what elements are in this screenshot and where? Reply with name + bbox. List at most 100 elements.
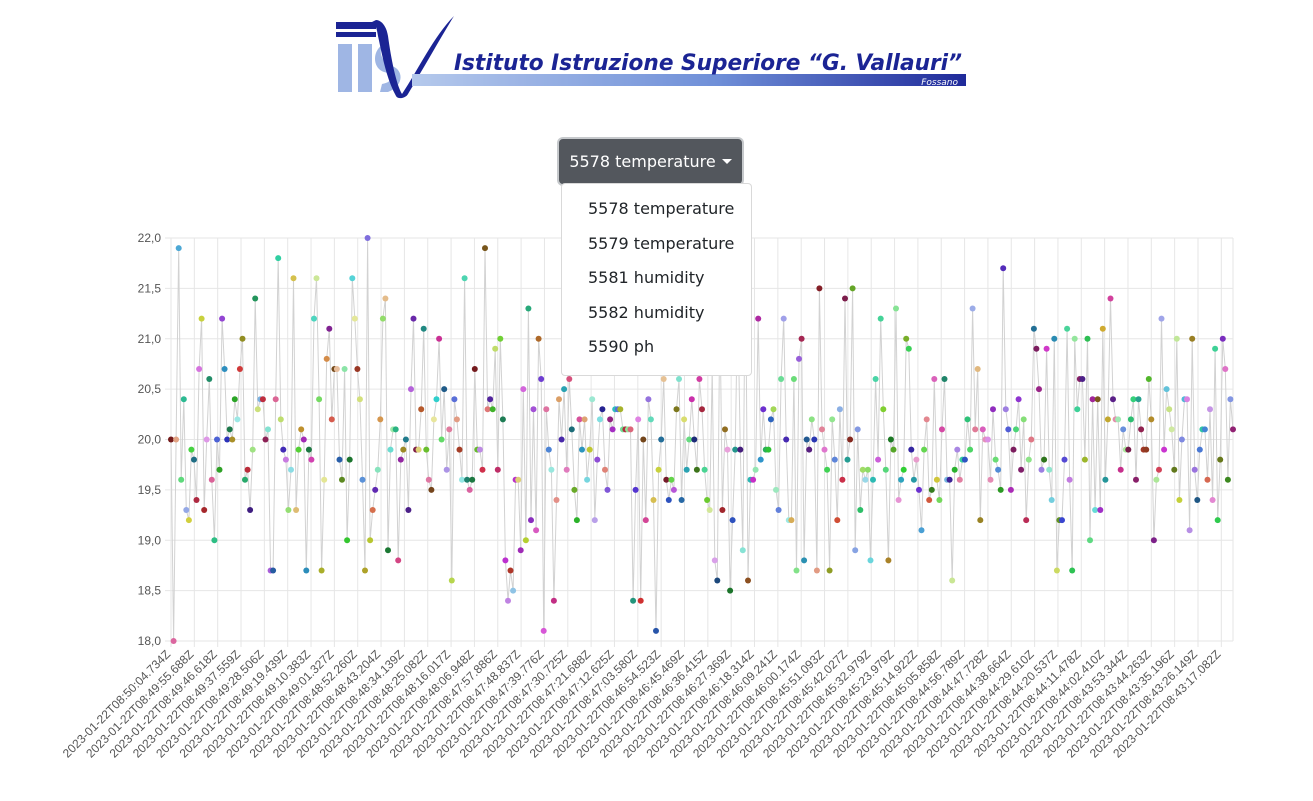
data-point[interactable] [1214,517,1221,524]
data-point[interactable] [647,416,654,423]
data-point[interactable] [864,466,871,473]
data-point[interactable] [402,436,409,443]
data-point[interactable] [1173,335,1180,342]
data-point[interactable] [979,426,986,433]
data-point[interactable] [553,497,560,503]
data-point[interactable] [594,456,601,463]
data-point[interactable] [811,436,818,443]
data-point[interactable] [714,577,721,584]
data-point[interactable] [229,436,236,443]
data-point[interactable] [326,325,333,332]
data-point[interactable] [821,446,828,453]
data-point[interactable] [627,426,634,433]
data-point[interactable] [632,486,639,493]
data-point[interactable] [926,497,933,503]
data-point[interactable] [1084,335,1091,342]
data-point[interactable] [783,436,790,443]
data-point[interactable] [931,376,938,382]
data-point[interactable] [739,547,746,554]
data-point[interactable] [303,567,310,574]
data-point[interactable] [1079,376,1086,382]
data-point[interactable] [451,396,458,403]
data-point[interactable] [893,305,899,312]
data-point[interactable] [344,537,351,544]
data-point[interactable] [328,416,335,423]
data-point[interactable] [1158,315,1165,322]
data-point[interactable] [1156,466,1162,473]
data-point[interactable] [941,376,948,382]
data-point[interactable] [936,497,943,503]
data-point[interactable] [354,366,361,372]
dropdown-item-5578-temperature[interactable]: 5578 temperature [588,199,735,218]
data-point[interactable] [469,476,476,483]
data-point[interactable] [254,406,261,413]
data-point[interactable] [793,567,800,574]
data-point[interactable] [226,426,233,433]
data-point[interactable] [967,446,974,453]
data-point[interactable] [505,597,511,604]
data-point[interactable] [808,416,815,423]
data-point[interactable] [778,376,785,382]
data-point[interactable] [494,466,501,473]
data-point[interactable] [561,386,568,393]
data-point[interactable] [183,507,190,513]
data-point[interactable] [566,376,573,382]
data-point[interactable] [356,396,363,403]
data-point[interactable] [305,446,312,453]
data-point[interactable] [234,416,241,423]
data-point[interactable] [640,436,647,443]
data-point[interactable] [1145,376,1152,382]
data-point[interactable] [1224,476,1231,483]
data-point[interactable] [658,436,665,443]
data-point[interactable] [1219,335,1226,342]
data-point[interactable] [642,517,649,524]
data-point[interactable] [579,446,585,453]
data-point[interactable] [696,376,703,382]
data-point[interactable] [1166,406,1173,413]
data-point[interactable] [890,446,897,453]
data-point[interactable] [280,446,287,453]
data-point[interactable] [796,355,802,362]
data-point[interactable] [813,567,820,574]
data-point[interactable] [1023,517,1030,524]
data-point[interactable] [1204,476,1211,483]
data-point[interactable] [1081,456,1088,463]
data-point[interactable] [239,335,246,342]
data-point[interactable] [1087,537,1093,544]
data-point[interactable] [341,366,348,372]
data-point[interactable] [1115,416,1122,423]
data-point[interactable] [515,476,522,483]
data-point[interactable] [665,497,672,503]
data-point[interactable] [244,466,251,473]
data-point[interactable] [318,567,325,574]
data-point[interactable] [471,366,478,372]
data-point[interactable] [489,406,496,413]
data-point[interactable] [765,446,772,453]
data-point[interactable] [617,406,624,413]
data-point[interactable] [543,406,550,413]
data-point[interactable] [788,517,795,524]
data-point[interactable] [464,476,471,483]
data-point[interactable] [867,557,874,564]
data-point[interactable] [1117,466,1124,473]
data-point[interactable] [339,476,345,483]
data-point[interactable] [602,466,608,473]
data-point[interactable] [476,446,483,453]
data-point[interactable] [910,476,917,483]
data-point[interactable] [984,436,991,443]
data-point[interactable] [1071,335,1078,342]
data-point[interactable] [308,456,315,463]
data-point[interactable] [367,537,374,544]
data-point[interactable] [423,446,430,453]
data-point[interactable] [842,295,848,302]
data-point[interactable] [933,476,940,483]
data-point[interactable] [453,416,460,423]
data-point[interactable] [589,396,596,403]
data-point[interactable] [1020,416,1027,423]
data-point[interactable] [852,547,859,554]
data-point[interactable] [1030,325,1037,332]
data-point[interactable] [425,476,432,483]
data-point[interactable] [1186,527,1193,534]
data-point[interactable] [499,416,506,423]
data-point[interactable] [545,446,552,453]
